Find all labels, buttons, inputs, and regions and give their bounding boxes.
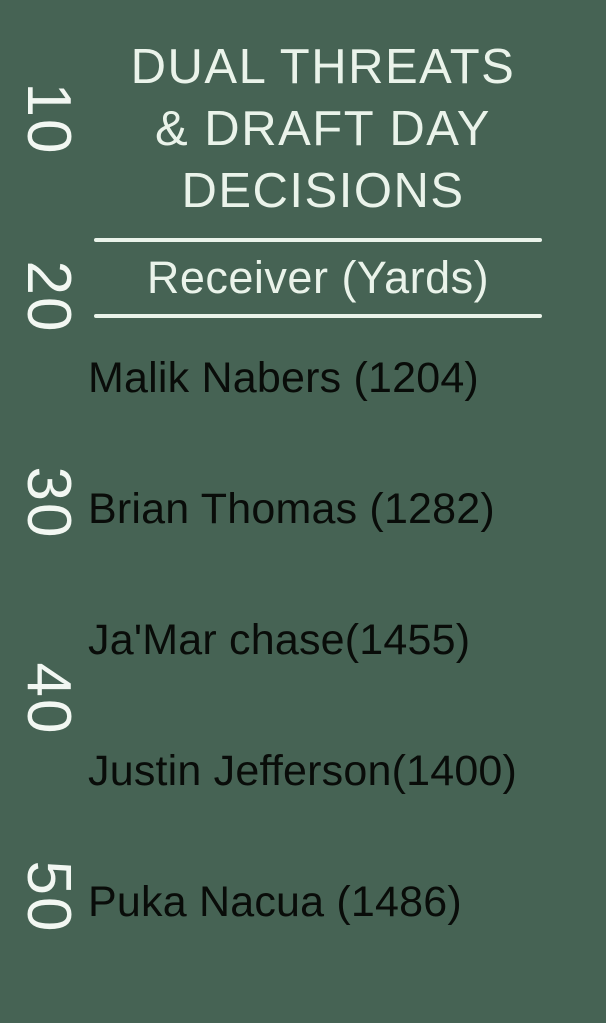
receiver-entry: Justin Jefferson(1400): [88, 747, 518, 795]
list-item: Brian Thomas (1282): [88, 483, 588, 614]
receiver-entry: Brian Thomas (1282): [88, 485, 495, 533]
page-title-line-1: DUAL THREATS: [130, 40, 516, 94]
section-title: Receiver (Yards): [146, 252, 490, 303]
receiver-entry: Malik Nabers (1204): [88, 354, 479, 402]
yard-marker-30: 30: [14, 466, 83, 540]
yard-line-gutter: 10 20 30 40 50: [0, 0, 96, 1023]
list-item: Malik Nabers (1204): [88, 352, 588, 483]
yard-marker-50: 50: [14, 860, 83, 934]
section-rule-bottom: [94, 314, 542, 318]
content-column: DUAL THREATS & DRAFT DAY DECISIONS Recei…: [88, 0, 558, 1023]
receiver-entry: Puka Nacua (1486): [88, 878, 462, 926]
list-item: Ja'Mar chase(1455): [88, 614, 588, 745]
yard-marker-40: 40: [14, 662, 83, 736]
section-header: Receiver (Yards): [94, 238, 542, 318]
section-rule-top: [94, 238, 542, 242]
page-title: DUAL THREATS & DRAFT DAY DECISIONS: [88, 36, 558, 222]
list-item: Justin Jefferson(1400): [88, 745, 588, 876]
receiver-list: Malik Nabers (1204) Brian Thomas (1282) …: [88, 352, 588, 1007]
receiver-entry: Ja'Mar chase(1455): [88, 616, 471, 664]
page-title-line-2: & DRAFT DAY: [155, 102, 491, 156]
yard-marker-20: 20: [14, 260, 83, 334]
yard-marker-10: 10: [14, 82, 83, 156]
page-title-line-3: DECISIONS: [181, 164, 465, 218]
list-item: Puka Nacua (1486): [88, 876, 588, 1007]
